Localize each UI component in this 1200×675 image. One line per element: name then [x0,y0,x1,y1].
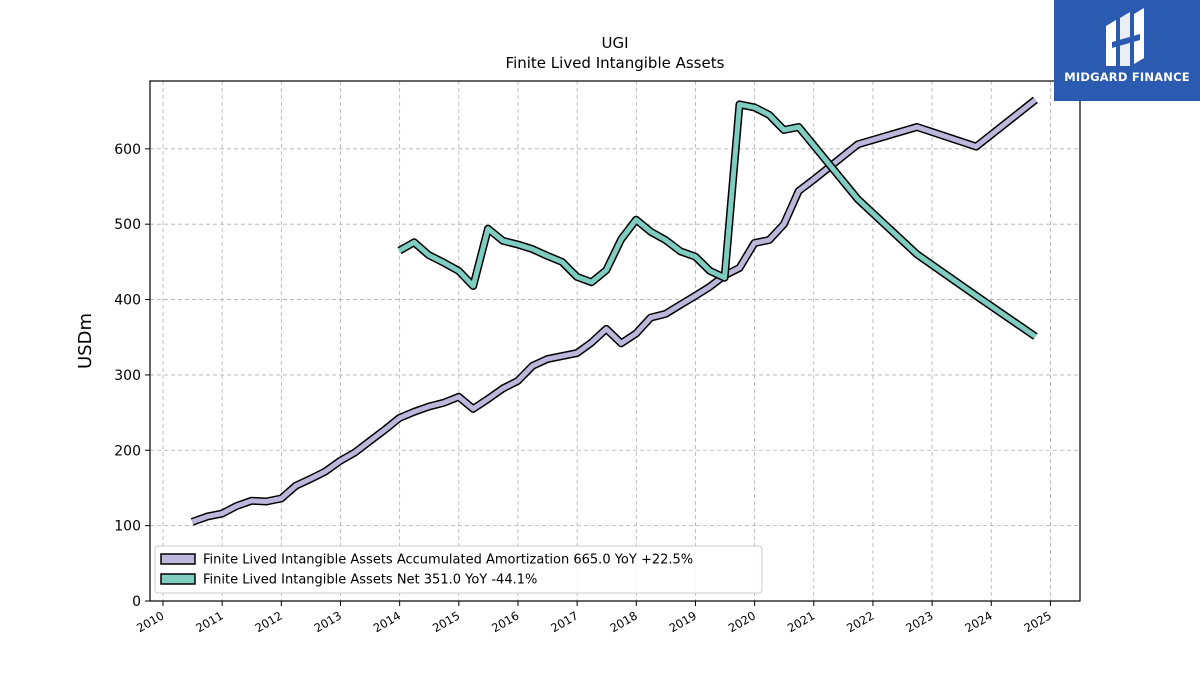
x-tick-label: 2019 [667,608,699,635]
y-tick-label: 400 [114,293,141,309]
legend-label-1: Finite Lived Intangible Assets Accumulat… [203,553,693,568]
x-tick-label: 2021 [785,608,817,635]
legend: Finite Lived Intangible Assets Accumulat… [154,545,763,594]
y-tick-label: 200 [114,443,141,459]
series-1-outline [190,96,1038,526]
x-tick-label: 2012 [252,608,284,635]
y-ticks: 0 100 200 300 400 500 600 [114,142,150,610]
x-tick-label: 2017 [548,608,580,635]
logo-text: MIDGARD FINANCE [1064,70,1190,84]
x-tick-label: 2013 [312,608,344,635]
legend-swatch-1 [160,553,196,565]
midgard-finance-logo: MIDGARD FINANCE [1054,0,1200,101]
y-tick-label: 100 [114,519,141,535]
x-tick-label: 2018 [607,608,639,635]
y-axis-label: USDm [75,313,96,369]
series-2-outline [397,100,1038,340]
series-layer [190,96,1038,526]
plot-frame [149,80,1081,602]
y-tick-label: 0 [132,594,141,610]
x-tick-label: 2023 [903,608,935,635]
x-tick-label: 2020 [726,608,758,635]
legend-box [154,545,763,594]
x-ticks: 2010 2011 2012 2013 2014 2015 2016 2017 2018 2019… [134,601,1054,635]
y-tick-label: 300 [114,368,141,384]
chart-subtitle: Finite Lived Intangible Assets [506,54,725,72]
legend-swatch-2 [160,573,196,585]
x-tick-label: 2025 [1022,608,1054,635]
series-2-line [398,101,1037,339]
x-tick-label: 2016 [489,608,521,635]
chart-title: UGI [601,34,628,52]
y-tick-label: 500 [114,217,141,233]
legend-label-2: Finite Lived Intangible Assets Net 351.0… [203,573,537,588]
x-tick-label: 2014 [371,608,403,635]
grid [150,81,1080,601]
x-tick-label: 2011 [193,608,225,635]
logo-mark-icon [1106,8,1144,66]
x-tick-label: 2022 [844,608,876,635]
x-tick-label: 2010 [134,608,166,635]
y-tick-label: 600 [114,142,141,158]
x-tick-label: 2015 [430,608,462,635]
x-tick-label: 2024 [962,608,994,635]
series-1-line [191,97,1037,525]
